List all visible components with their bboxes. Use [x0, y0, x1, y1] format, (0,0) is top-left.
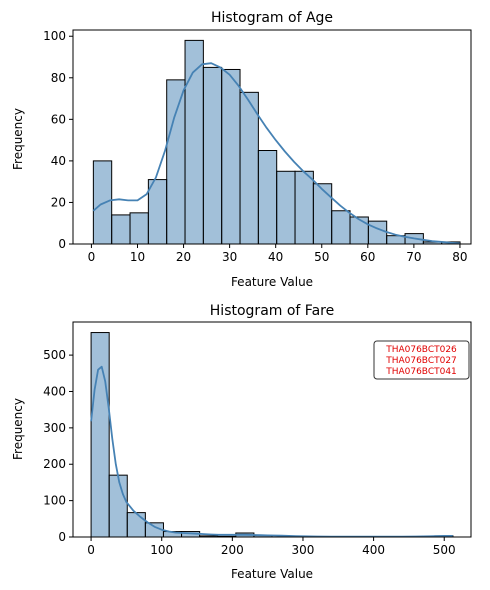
age-bars — [92, 39, 461, 245]
fare-xtick-label: 400 — [362, 543, 385, 557]
fare-annotation-box: THA076BCT026 THA076BCT027 THA076BCT041 — [373, 340, 470, 380]
fare-xtick-label: 300 — [292, 543, 315, 557]
age-bar-2 — [129, 212, 149, 245]
age-bar-6 — [202, 66, 223, 245]
age-y-ticks: 0 20 40 60 80 100 — [43, 29, 73, 251]
fare-chart-title: Histogram of Fare — [210, 303, 334, 319]
age-plot-frame — [72, 29, 472, 245]
age-xtick-label: 20 — [176, 250, 191, 264]
age-bar-15 — [367, 220, 388, 245]
age-xtick-label: 10 — [130, 250, 145, 264]
fare-plot-frame — [72, 321, 472, 538]
age-xtick-label: 80 — [452, 250, 467, 264]
fare-bar-2 — [126, 512, 146, 538]
fare-xtick-label: 500 — [433, 543, 456, 557]
age-bar-11 — [294, 170, 314, 245]
age-bar-7 — [221, 68, 241, 245]
annotation-line-2: THA076BCT027 — [385, 356, 457, 366]
fare-ytick-label: 300 — [43, 421, 66, 435]
age-xtick-label: 60 — [360, 250, 375, 264]
age-kde-line — [92, 62, 460, 245]
fare-x-ticks: 0 100 200 300 400 500 — [87, 537, 456, 557]
fare-y-axis-label: Frequency — [11, 398, 25, 460]
age-ytick-label: 0 — [58, 237, 66, 251]
annotation-line-3: THA076BCT041 — [385, 367, 457, 377]
age-chart-title: Histogram of Age — [211, 10, 333, 26]
age-xtick-label: 0 — [88, 250, 96, 264]
age-y-axis-label: Frequency — [11, 108, 25, 170]
age-ytick-label: 40 — [51, 154, 66, 168]
annotation-line-1: THA076BCT026 — [385, 345, 457, 355]
fare-xtick-label: 0 — [87, 543, 95, 557]
fare-bar-0 — [90, 332, 110, 538]
fare-xtick-label: 100 — [150, 543, 173, 557]
fare-ytick-label: 0 — [58, 530, 66, 544]
age-xtick-label: 50 — [314, 250, 329, 264]
age-bar-8 — [239, 91, 259, 245]
age-xtick-label: 70 — [406, 250, 421, 264]
age-bar-1 — [111, 214, 131, 245]
fare-ytick-label: 100 — [43, 494, 66, 508]
age-bar-3 — [147, 179, 168, 245]
age-ytick-label: 20 — [51, 195, 66, 209]
fare-ytick-label: 500 — [43, 348, 66, 362]
age-bar-13 — [331, 210, 351, 245]
age-x-ticks: 0 10 20 30 40 50 60 70 80 — [88, 244, 468, 264]
fare-kde-line — [90, 365, 453, 538]
age-bar-14 — [349, 216, 369, 245]
age-bar-10 — [276, 170, 296, 245]
age-bar-9 — [257, 150, 278, 245]
fare-bar-1 — [108, 474, 128, 538]
fare-histogram-panel: Histogram of Fare 0 100 200 300 400 500 0 100 2… — [11, 303, 472, 581]
age-histogram-panel: Histogram of Age 0 10 20 30 40 50 60 70 80 0 20 40… — [11, 10, 472, 289]
age-bar-4 — [166, 79, 186, 245]
age-ytick-label: 100 — [43, 29, 66, 43]
fare-x-axis-label: Feature Value — [231, 567, 313, 581]
fare-y-ticks: 0 100 200 300 400 500 — [43, 348, 73, 544]
fare-xtick-label: 200 — [221, 543, 244, 557]
fare-ytick-label: 400 — [43, 384, 66, 398]
age-kde-curve — [92, 62, 460, 245]
age-xtick-label: 40 — [268, 250, 283, 264]
age-xtick-label: 30 — [222, 250, 237, 264]
age-bar-0 — [92, 160, 113, 245]
fare-kde-curve — [90, 365, 453, 538]
fare-ytick-label: 200 — [43, 457, 66, 471]
age-ytick-label: 60 — [51, 112, 66, 126]
age-ytick-label: 80 — [51, 71, 66, 85]
age-x-axis-label: Feature Value — [231, 275, 313, 289]
age-bar-12 — [312, 183, 333, 245]
